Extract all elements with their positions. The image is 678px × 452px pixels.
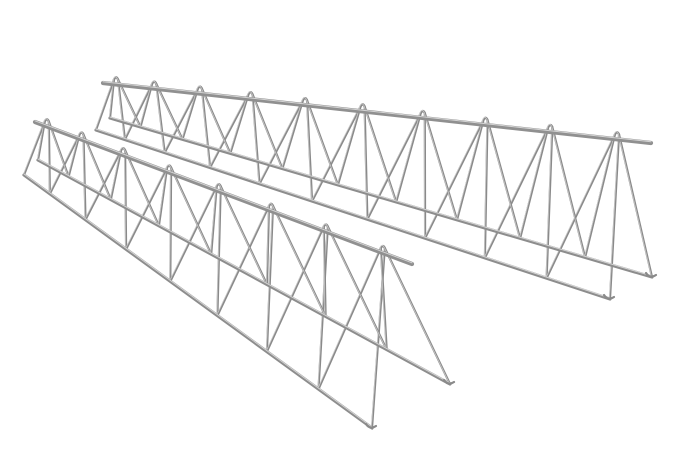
end-hook-left [364,422,378,429]
end-hook-right [442,378,456,385]
top-chord [100,80,654,146]
bottom-chord-right [108,116,654,279]
bottom-chord-left [94,128,612,301]
girder-rear-chords [94,80,658,301]
girder-front-chords [22,119,456,430]
bottom-chord-left-highlight [23,173,373,428]
bottom-chord-right-highlight [109,116,653,277]
girder-front [22,118,456,430]
end-hook-left [602,293,616,300]
bottom-chord-left-highlight [95,128,611,299]
girder-rear [94,76,658,301]
top-chord [32,119,415,267]
top-chord-highlight [102,81,652,143]
bottom-chord-right [36,158,452,386]
end-hook-right [644,271,658,278]
top-chord-highlight [34,120,413,264]
bottom-chord-right-highlight [37,158,451,384]
bottom-chord-left [22,173,374,430]
